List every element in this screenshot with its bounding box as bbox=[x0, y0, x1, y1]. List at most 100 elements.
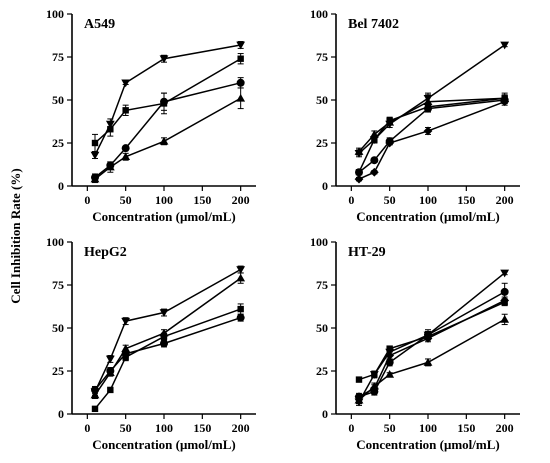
y-tick-label: 50 bbox=[316, 93, 328, 107]
panel-title: HT-29 bbox=[348, 245, 386, 260]
data-point-inverted-triangle bbox=[423, 94, 433, 103]
data-point-diamond bbox=[369, 383, 379, 393]
data-point-inverted-triangle bbox=[105, 355, 115, 364]
data-point-diamond bbox=[354, 174, 364, 184]
data-point-circle bbox=[355, 168, 363, 177]
data-point-inverted-triangle bbox=[90, 388, 100, 397]
panel-title: A549 bbox=[84, 17, 115, 32]
series-square bbox=[355, 298, 508, 383]
x-tick-label: 0 bbox=[348, 421, 354, 435]
x-axis-label: Concentration (μmol/mL) bbox=[356, 437, 500, 452]
data-point-inverted-triangle bbox=[121, 79, 131, 88]
data-point-circle bbox=[236, 313, 245, 322]
data-point-triangle bbox=[236, 93, 246, 102]
data-point-inverted-triangle bbox=[369, 136, 379, 144]
data-point-circle bbox=[121, 144, 130, 153]
data-point-triangle bbox=[500, 315, 510, 323]
x-tick-label: 100 bbox=[419, 193, 437, 207]
x-tick-label: 50 bbox=[384, 193, 396, 207]
x-tick-label: 200 bbox=[232, 193, 250, 207]
y-tick-label: 75 bbox=[316, 278, 328, 292]
data-point-inverted-triangle bbox=[500, 41, 510, 50]
panel-bel-7402: 0 25 50 75 100 0 50 100 150 200 Concentration (μmo… bbox=[310, 7, 520, 224]
data-point-circle bbox=[370, 156, 379, 165]
panel-a549: 0 25 50 75 100 0 50 100 150 200 Concentration (μmo… bbox=[46, 7, 256, 224]
series-diamond bbox=[354, 296, 510, 402]
x-tick-label: 150 bbox=[457, 193, 475, 207]
x-tick-label: 0 bbox=[84, 193, 90, 207]
data-point-diamond bbox=[385, 351, 395, 360]
y-tick-label: 25 bbox=[52, 136, 64, 150]
y-tick-label: 100 bbox=[310, 235, 328, 249]
panel-hepg2: 0 25 50 75 100 0 50 100 150 200 Concentration (μmo… bbox=[46, 235, 256, 452]
y-tick-label: 100 bbox=[46, 7, 64, 21]
x-tick-label: 200 bbox=[232, 421, 250, 435]
x-tick-label: 50 bbox=[120, 193, 132, 207]
data-point-diamond bbox=[385, 138, 395, 148]
x-axis-label: Concentration (μmol/mL) bbox=[92, 209, 236, 224]
x-tick-label: 50 bbox=[384, 421, 396, 435]
data-point-diamond bbox=[423, 126, 433, 136]
data-point-square bbox=[355, 376, 363, 383]
y-tick-label: 0 bbox=[58, 179, 64, 193]
y-tick-label: 25 bbox=[52, 364, 64, 378]
data-point-triangle bbox=[159, 328, 169, 337]
x-tick-label: 200 bbox=[496, 193, 514, 207]
series-diamond bbox=[354, 97, 510, 184]
series-triangle bbox=[90, 272, 246, 400]
data-point-inverted-triangle bbox=[90, 151, 100, 160]
series-square bbox=[91, 303, 244, 413]
y-tick-label: 75 bbox=[52, 278, 64, 292]
series-line bbox=[94, 308, 241, 410]
series-inverted-triangle bbox=[90, 41, 246, 160]
data-point-inverted-triangle bbox=[500, 269, 510, 278]
data-point-circle bbox=[500, 287, 509, 296]
x-axis-label: Concentration (μmol/mL) bbox=[92, 437, 236, 452]
data-point-diamond bbox=[423, 333, 433, 343]
data-point-square bbox=[91, 139, 99, 147]
data-point-square bbox=[91, 405, 99, 413]
data-point-inverted-triangle bbox=[159, 309, 169, 317]
data-point-inverted-triangle bbox=[236, 266, 246, 274]
y-tick-label: 100 bbox=[46, 235, 64, 249]
data-point-square bbox=[237, 305, 244, 313]
data-point-triangle bbox=[236, 273, 246, 282]
y-tick-label: 25 bbox=[316, 364, 328, 378]
data-point-diamond bbox=[369, 167, 379, 177]
x-tick-label: 150 bbox=[193, 193, 211, 207]
data-point-square bbox=[122, 107, 129, 114]
data-point-circle bbox=[160, 339, 168, 348]
data-point-diamond bbox=[354, 392, 364, 402]
series-line bbox=[358, 299, 505, 398]
y-tick-label: 100 bbox=[310, 7, 328, 21]
data-point-triangle bbox=[105, 368, 115, 377]
y-tick-label: 50 bbox=[52, 321, 64, 335]
x-tick-label: 150 bbox=[193, 421, 211, 435]
x-tick-label: 100 bbox=[155, 193, 173, 207]
x-tick-label: 200 bbox=[496, 421, 514, 435]
data-point-triangle bbox=[159, 136, 169, 145]
y-tick-label: 75 bbox=[52, 50, 64, 64]
x-tick-label: 150 bbox=[457, 421, 475, 435]
data-point-inverted-triangle bbox=[354, 398, 364, 407]
data-point-inverted-triangle bbox=[354, 150, 364, 158]
data-point-square bbox=[107, 386, 114, 394]
data-point-triangle bbox=[385, 370, 395, 378]
x-tick-label: 100 bbox=[155, 421, 173, 435]
data-point-diamond bbox=[500, 97, 510, 107]
y-tick-label: 25 bbox=[316, 136, 328, 150]
series-line bbox=[358, 272, 506, 403]
data-point-triangle bbox=[121, 152, 131, 161]
series-line bbox=[358, 301, 505, 381]
panel-ht-29: 0 25 50 75 100 0 50 100 150 200 Concentration (μmo… bbox=[310, 235, 520, 452]
data-point-triangle bbox=[105, 162, 115, 171]
x-tick-label: 0 bbox=[348, 193, 354, 207]
panel-title: Bel 7402 bbox=[348, 17, 399, 32]
y-tick-label: 0 bbox=[322, 179, 328, 193]
data-point-inverted-triangle bbox=[159, 55, 169, 64]
y-tick-label: 0 bbox=[58, 407, 64, 421]
series-inverted-triangle bbox=[90, 265, 246, 397]
data-point-inverted-triangle bbox=[369, 371, 379, 379]
data-point-inverted-triangle bbox=[236, 41, 246, 50]
series-inverted-triangle bbox=[354, 41, 510, 158]
